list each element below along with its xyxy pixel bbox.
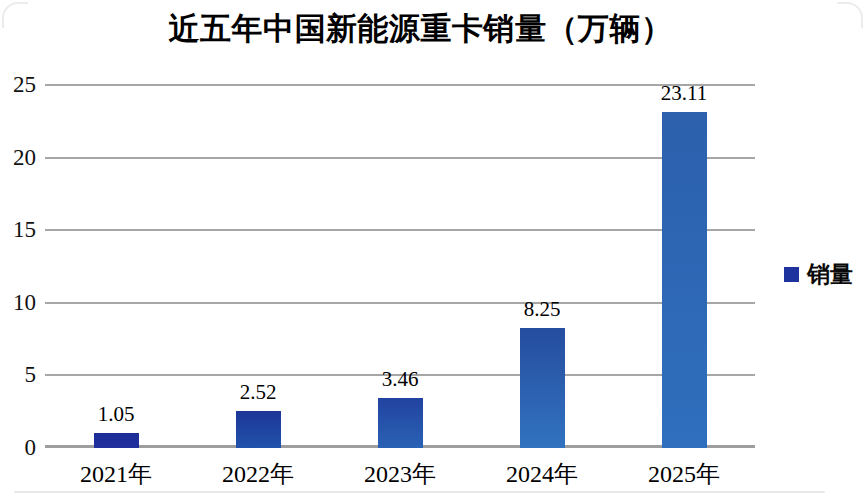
gridline <box>45 302 755 304</box>
bar-2025年 <box>662 112 707 448</box>
y-tick-label: 0 <box>0 436 36 459</box>
bar-value-label: 23.11 <box>629 81 739 105</box>
y-axis: 0510152025 <box>0 85 36 448</box>
bar-value-label: 2.52 <box>203 380 313 404</box>
x-tick-label: 2023年 <box>330 458 470 490</box>
bar-value-label: 8.25 <box>487 297 597 321</box>
gridline <box>45 229 755 231</box>
x-tick-label: 2022年 <box>188 458 328 490</box>
y-tick-label: 20 <box>0 146 36 169</box>
gridline <box>45 157 755 159</box>
legend-label: 销量 <box>807 259 853 290</box>
bar-2023年 <box>378 398 423 448</box>
bar-value-label: 1.05 <box>61 402 171 426</box>
bar-2024年 <box>520 328 565 448</box>
chart-canvas: 近五年中国新能源重卡销量（万辆） 0 5 10 15 20 25 1.05 2.52 3.46… <box>0 0 865 498</box>
y-tick-label: 5 <box>0 363 36 386</box>
plot-area: 1.052.523.468.2523.11 <box>45 85 755 448</box>
bar-2022年 <box>236 411 281 448</box>
bar-2021年 <box>94 433 139 448</box>
legend-swatch-icon <box>784 267 799 282</box>
legend: 销量 <box>784 259 853 290</box>
x-tick-label: 2025年 <box>614 458 754 490</box>
y-tick-label: 15 <box>0 218 36 241</box>
y-tick-label: 25 <box>0 73 36 96</box>
x-tick-label: 2024年 <box>472 458 612 490</box>
x-tick-label: 2021年 <box>46 458 186 490</box>
x-axis: 2021年2022年2023年2024年2025年 <box>45 458 755 492</box>
chart-title: 近五年中国新能源重卡销量（万辆） <box>0 8 841 50</box>
y-tick-label: 10 <box>0 291 36 314</box>
bar-value-label: 3.46 <box>345 367 455 391</box>
